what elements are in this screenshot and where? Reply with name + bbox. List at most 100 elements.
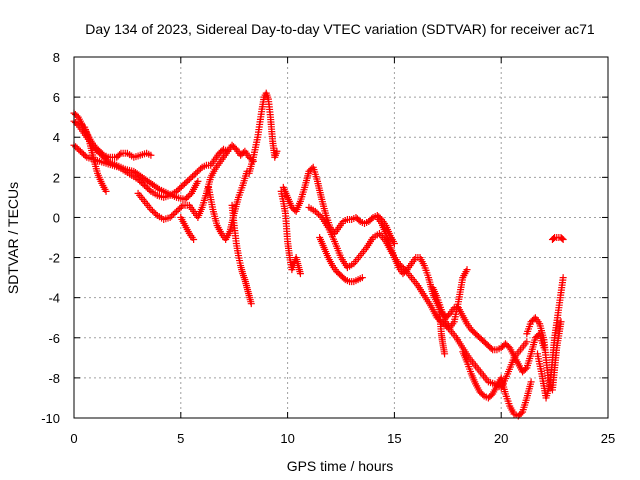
x-tick-label: 0 — [70, 431, 77, 446]
series-arc-10 — [277, 187, 304, 278]
series-arc-13 — [316, 234, 366, 286]
x-axis-label: GPS time / hours — [287, 458, 394, 474]
data-point — [75, 146, 83, 154]
data-point — [168, 212, 176, 220]
data-point — [73, 144, 81, 152]
data-point — [559, 236, 567, 244]
series-arc-15 — [429, 266, 471, 332]
data-point — [184, 177, 192, 185]
y-tick-label: 2 — [53, 170, 60, 185]
data-point — [173, 187, 181, 195]
data-points — [70, 89, 567, 420]
data-point — [78, 149, 86, 157]
data-point — [559, 274, 567, 282]
data-point — [273, 147, 281, 155]
data-point — [150, 208, 158, 216]
y-tick-label: -2 — [48, 251, 60, 266]
data-point — [441, 350, 449, 358]
data-point — [184, 192, 192, 200]
data-point — [176, 184, 184, 192]
data-point — [148, 207, 156, 215]
data-point — [193, 168, 201, 176]
y-axis-label: SDTVAR / TECUs — [5, 182, 21, 294]
data-point — [72, 143, 80, 151]
data-point — [190, 236, 198, 244]
data-point — [154, 184, 162, 192]
y-tick-label: 6 — [53, 90, 60, 105]
data-point — [463, 266, 471, 274]
data-point — [166, 213, 174, 221]
data-point — [195, 166, 203, 174]
data-point — [137, 178, 145, 186]
data-point — [189, 172, 197, 180]
x-tick-label: 10 — [280, 431, 294, 446]
data-point — [192, 169, 200, 177]
data-point — [134, 175, 142, 183]
x-tick-label: 25 — [601, 431, 615, 446]
data-point — [139, 180, 147, 188]
data-point — [152, 210, 160, 218]
data-point — [144, 184, 152, 192]
data-point — [296, 270, 304, 278]
y-tick-labels: -10 -8 -6 -4 -2 0 2 4 6 8 — [41, 50, 60, 426]
data-point — [176, 204, 184, 212]
data-point — [182, 178, 190, 186]
data-point — [145, 186, 153, 194]
plot-frame — [73, 56, 609, 419]
data-point — [194, 177, 202, 185]
x-tick-label: 20 — [494, 431, 508, 446]
y-tick-label: -6 — [48, 331, 60, 346]
data-point — [147, 205, 155, 213]
series-arc-19 — [534, 274, 567, 402]
x-tick-label: 5 — [177, 431, 184, 446]
data-point — [315, 210, 323, 218]
data-point — [136, 177, 144, 185]
data-point — [190, 171, 198, 179]
data-point — [517, 409, 525, 417]
series-arc-20 — [548, 234, 567, 244]
data-point — [186, 191, 194, 199]
series-arc-5 — [134, 141, 257, 223]
series-arc-17 — [459, 348, 535, 420]
data-point — [527, 378, 535, 386]
data-point — [487, 344, 495, 352]
data-point — [174, 206, 182, 214]
data-point — [183, 194, 191, 202]
series-arc-4 — [81, 123, 110, 195]
data-point — [174, 186, 182, 194]
data-point — [171, 209, 179, 217]
data-point — [181, 180, 189, 188]
data-point — [76, 147, 84, 155]
data-point — [80, 150, 88, 158]
x-tick-labels: 0 5 10 15 20 25 — [70, 431, 615, 446]
data-point — [479, 391, 487, 399]
y-tick-label: 0 — [53, 210, 60, 225]
data-point — [247, 300, 255, 308]
y-tick-label: -10 — [41, 411, 60, 426]
y-tick-label: -4 — [48, 291, 60, 306]
series-arc-7 — [205, 167, 251, 244]
series-arc-8 — [228, 201, 255, 308]
data-point — [313, 209, 321, 217]
series-arc-16 — [435, 306, 449, 358]
y-tick-label: 8 — [53, 50, 60, 65]
data-point — [368, 215, 376, 223]
data-point — [311, 207, 319, 215]
data-point — [358, 274, 366, 282]
data-point — [102, 187, 110, 195]
data-point — [142, 183, 150, 191]
y-tick-label: -8 — [48, 371, 60, 386]
data-point — [557, 318, 565, 326]
chart-title: Day 134 of 2023, Sidereal Day-to-day VTE… — [85, 21, 595, 37]
x-tick-label: 15 — [387, 431, 401, 446]
data-point — [81, 152, 89, 160]
data-point — [177, 183, 185, 191]
data-point — [197, 165, 205, 173]
y-tick-label: 4 — [53, 130, 60, 145]
data-point — [340, 274, 348, 282]
data-point — [140, 181, 148, 189]
data-point — [181, 195, 189, 203]
data-point — [185, 175, 193, 183]
data-point — [187, 174, 195, 182]
